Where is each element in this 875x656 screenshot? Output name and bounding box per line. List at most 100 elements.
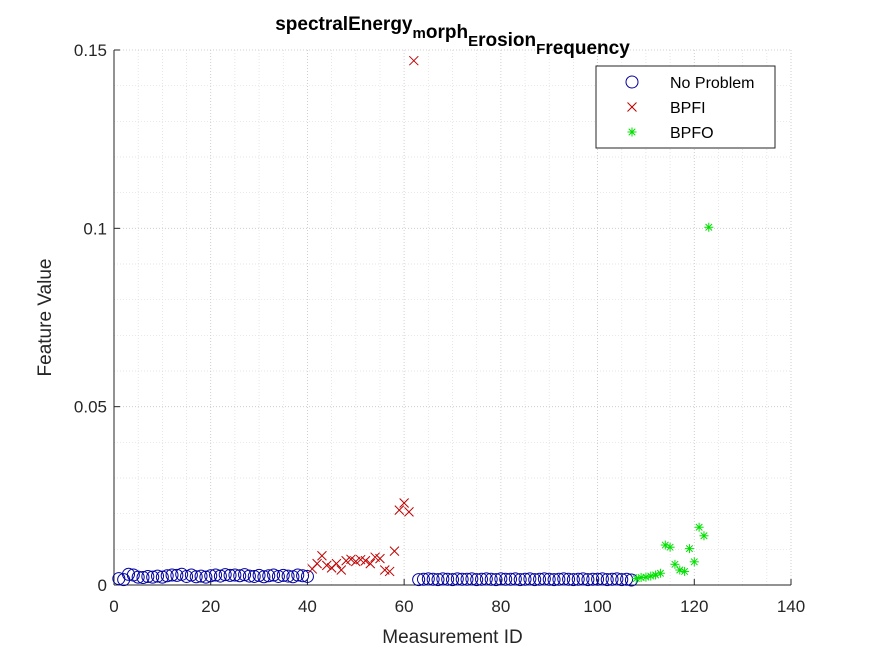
data-point: [455, 572, 469, 586]
data-point: [665, 542, 675, 552]
x-tick-label: 120: [680, 597, 708, 616]
x-axis-title: Measurement ID: [382, 627, 522, 648]
data-point: [242, 569, 256, 583]
data-point: [317, 550, 327, 561]
data-point: [365, 558, 376, 569]
data-point: [460, 572, 474, 586]
data-point: [475, 572, 489, 586]
data-point: [276, 568, 290, 582]
data-point: [465, 572, 479, 586]
data-point: [389, 546, 400, 556]
data-point: [384, 566, 395, 577]
data-point: [610, 572, 624, 586]
data-point: [262, 569, 276, 583]
data-point: [199, 570, 213, 584]
data-point: [209, 568, 223, 582]
data-point: [228, 568, 242, 582]
data-point: [446, 573, 459, 587]
data-point: [489, 573, 503, 587]
legend-box: [595, 65, 776, 149]
data-point: [499, 572, 513, 586]
data-point: [605, 572, 619, 586]
data-point: [223, 568, 237, 582]
x-tick-labels: 0 20 40 60 80 100 120 140: [109, 597, 805, 616]
data-point: [523, 572, 537, 586]
data-point: [484, 572, 498, 586]
data-point: [591, 572, 605, 586]
data-point: [136, 571, 150, 585]
data-point: [238, 568, 252, 582]
data-point: [699, 531, 709, 541]
data-point: [504, 572, 518, 586]
y-tick-label: 0: [98, 576, 107, 595]
data-point: [257, 570, 271, 584]
data-point: [247, 569, 261, 583]
title-subscript: F: [536, 41, 545, 58]
x-tick-label: 0: [109, 597, 118, 616]
data-point: [562, 572, 576, 586]
data-point: [670, 559, 680, 569]
data-point: [300, 569, 314, 583]
data-point: [615, 573, 629, 587]
data-point: [542, 572, 556, 586]
data-point: [533, 572, 547, 586]
data-point: [346, 554, 356, 565]
data-point: [180, 569, 194, 583]
data-point: [537, 572, 551, 586]
data-point: [271, 569, 285, 583]
legend-label: BPFI: [670, 100, 706, 117]
legend-marker: [627, 127, 637, 137]
legend-label: BPFO: [670, 125, 714, 142]
data-point: [151, 569, 165, 583]
series-bpfo: [631, 222, 714, 584]
data-point: [581, 573, 595, 587]
data-point: [170, 568, 184, 582]
data-point: [399, 498, 409, 508]
legend-marker: [627, 102, 637, 112]
legend: No Problem BPFI BPFO: [595, 65, 776, 149]
data-point: [336, 565, 347, 575]
data-point: [321, 560, 332, 571]
legend-marker: [625, 75, 639, 89]
data-point: [213, 569, 227, 583]
data-point: [566, 573, 580, 587]
title-subscript: m: [413, 25, 426, 42]
data-point: [296, 569, 310, 583]
data-point: [508, 572, 522, 586]
data-point: [267, 568, 281, 582]
data-point: [233, 569, 247, 583]
series-bpfi: [307, 55, 419, 577]
legend-label: No Problem: [670, 75, 754, 92]
data-point: [689, 557, 699, 567]
data-point: [704, 222, 714, 232]
y-tick-label: 0.1: [83, 219, 107, 238]
data-point: [375, 553, 385, 564]
data-point: [312, 558, 322, 569]
data-point: [122, 567, 136, 581]
data-point: [586, 572, 600, 586]
data-point: [470, 573, 484, 587]
data-point: [331, 558, 342, 569]
data-point: [694, 522, 704, 532]
data-point: [426, 572, 440, 586]
data-point: [680, 566, 690, 576]
data-point: [450, 572, 464, 586]
title-segment: rosion: [478, 30, 536, 51]
data-point: [600, 573, 614, 587]
data-point: [194, 569, 208, 583]
data-point: [412, 573, 426, 587]
data-point: [416, 572, 430, 586]
x-tick-label: 40: [298, 597, 317, 616]
data-point: [620, 572, 634, 586]
data-point: [421, 572, 435, 586]
data-point: [431, 573, 445, 587]
data-point: [441, 572, 455, 586]
data-point: [595, 572, 609, 586]
data-point: [131, 570, 145, 584]
data-point: [408, 55, 419, 66]
data-point: [552, 572, 566, 586]
data-point: [252, 568, 266, 582]
data-point: [557, 572, 571, 586]
data-point: [518, 572, 532, 586]
